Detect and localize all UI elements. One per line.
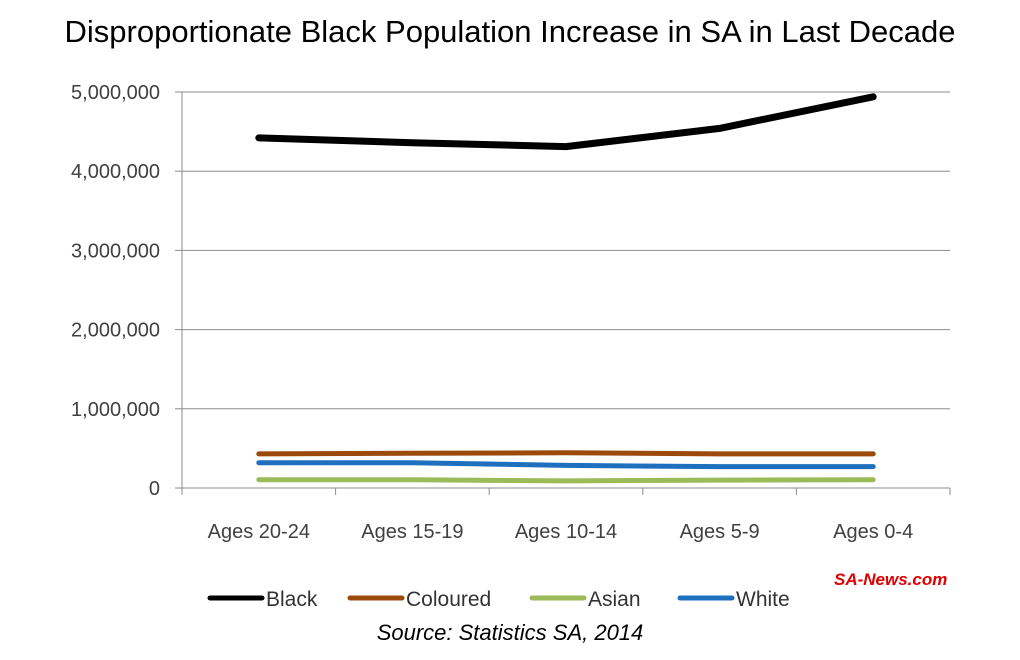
legend-label-black: Black [266,588,318,611]
x-tick-label: Ages 5-9 [680,521,760,543]
y-tick-label: 1,000,000 [71,399,160,421]
legend-label-white: White [736,588,790,611]
watermark-text: SA-News.com [834,570,948,589]
series-lines [255,93,877,484]
x-tick-label: Ages 10-14 [515,521,617,543]
gridlines [182,91,950,410]
y-tick-label: 0 [149,478,160,500]
x-tick-label: Ages 15-19 [361,521,463,543]
x-tick-label: Ages 20-24 [208,521,310,543]
legend-label-coloured: Coloured [406,588,491,611]
series-line-asian [256,477,876,484]
y-axis-tick-labels: 0 1,000,000 2,000,000 3,000,000 4,000,000 5,0… [71,82,160,500]
series-line-black [255,93,877,151]
y-tick-label: 5,000,000 [71,82,160,104]
legend-label-asian: Asian [588,588,641,611]
series-line-white [256,460,876,470]
axes [175,91,951,495]
y-tick-label: 3,000,000 [71,240,160,262]
y-tick-label: 2,000,000 [71,320,160,342]
x-axis-tick-labels: Ages 20-24 Ages 15-19 Ages 10-14 Ages 5-9 Ag… [208,521,914,543]
x-tick-label: Ages 0-4 [833,521,913,543]
chart-title: Disproportionate Black Population Increa… [64,14,956,49]
series-line-coloured [256,450,876,457]
source-caption: Source: Statistics SA, 2014 [376,620,644,645]
legend: Black Coloured Asian White [207,588,790,611]
y-tick-label: 4,000,000 [71,161,160,183]
